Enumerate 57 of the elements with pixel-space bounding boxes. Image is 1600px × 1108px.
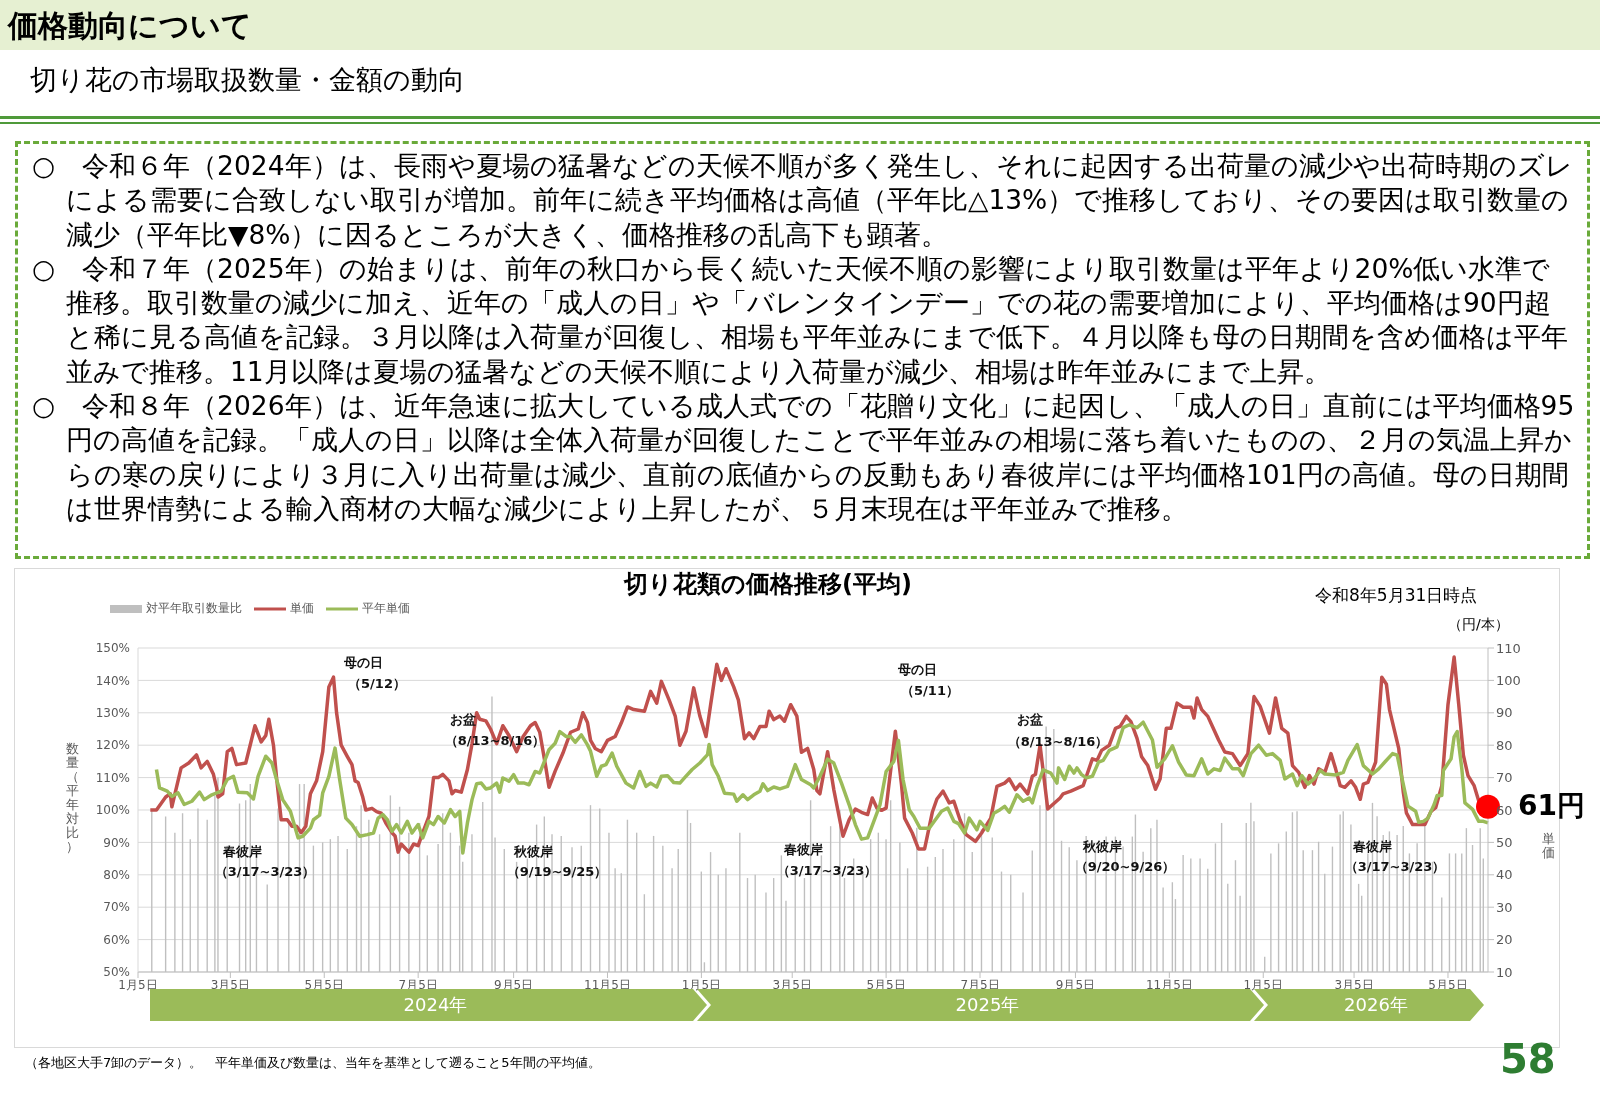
y-tick-label: 100% [95,803,130,818]
x-tick-label: 1月5日 [118,977,158,992]
y-tick-label: 110% [95,770,130,785]
text: 価格動向について [8,7,252,45]
text: 切り花の市場取扱数量・金額の動向 [30,63,465,97]
y2-tick-label: 90 [1496,705,1513,721]
y-tick-label: 70% [103,900,130,915]
y-tick-label: 120% [95,738,130,753]
annotation: （5/12） [348,675,406,693]
legend-label: 対平年取引数量比 [146,600,242,617]
text: （各地区大手7卸のデータ）。 平年単価及び数量は、当年を基準として遡ること5年間の平均値。 [25,1054,601,1072]
annotation: 春彼岸 [783,841,823,859]
y-tick-label: 60% [103,932,130,947]
y-tick-label: 130% [95,706,130,721]
y2-tick-label: 70 [1496,770,1513,786]
y-tick-label: 90% [103,835,130,850]
text: ○ 令和８年（2026年）は、近年急速に拡大している成人式での「花贈り文化」に起因し、「成人の日」直前には平均価格95円の高値を記録。「成人の日」以降は全体入荷量が回復したことで平年並みの相場に落ち着いたものの、２月の気温上昇からの寒の戻りにより３月に入り出荷量は減少、直前の底値からの反動もあり春彼岸には平均価格101円の高値。母の日期間は世界情勢による輸入商材の大幅な減少により上昇したが、５月末現在は平年並みで推移。 [32,389,1575,526]
y2-tick-label: 100 [1496,673,1521,689]
text: ○ 令和７年（2025年）の始まりは、前年の秋口から長く続いた天候不順の影響により取引数量は平年より20%低い水準で推移。取引数量の減少に加え、近年の「成人の日」や「バレンタインデー」での花の需要増加により、平均価格は90円超と稀に見る高値を記録。３月以降は入荷量が回復し、相場も平年並みにまで低下。４月以降も母の日期間を含め価格は平年並みで推移。11月以降は夏場の猛暑などの天候不順により入荷量が減少、相場は昨年並みにまで上昇。 [32,251,1569,389]
legend-label: 単価 [290,600,314,617]
annotation: 秋彼岸 [513,843,553,861]
annotation: （9/19~9/25） [506,863,608,881]
text: ○ 令和６年（2024年）は、長雨や夏場の猛暑などの天候不順が多く発生し、それに起因する出荷量の減少や出荷時期のズレによる需要に合致しない取引が増加。前年に続き平均価格は高値（平年比△13%）で推移しており、その要因は取引数量の減少（平年比▼8%）に因るところが大きく、価格推移の乱高下も顕著。 [32,149,1574,252]
y2-tick-label: 110 [1496,640,1521,656]
legend-label: 平年単価 [362,600,410,617]
text: 2026年 [1343,993,1409,1017]
text: 令和8年5月31日時点 [1315,584,1478,607]
y2-tick-label: 20 [1496,932,1513,948]
annotation: お盆 [1017,711,1043,729]
annotation: （3/17~3/23） [776,862,878,880]
annotation: （8/13~8/16） [1007,733,1109,751]
annotation: （9/20~9/26） [1074,858,1176,876]
annotation: 秋彼岸 [1082,838,1122,856]
y2-tick-label: 50 [1496,835,1513,851]
data-label: 61円 [1518,788,1585,822]
y2-tick-label: 30 [1496,899,1513,915]
y-tick-label: 140% [95,673,130,688]
y2-tick-label: 40 [1496,867,1513,883]
annotation: （3/17~3/23） [214,863,316,881]
text: 2025年 [954,993,1021,1017]
text: 58 [1500,1036,1556,1082]
chart-title: 切り花類の価格推移(平均) [624,570,912,598]
annotation: 母の日 [897,661,937,679]
y-axis-title: 数量（平年対比） [64,741,80,854]
y-tick-label: 50% [103,965,130,980]
y-tick-label: 80% [103,868,130,883]
y-tick-label: 150% [95,641,130,656]
annotation: 春彼岸 [1352,838,1392,856]
annotation: （3/17~3/23） [1344,858,1446,876]
text: （円/本） [1448,616,1509,634]
y2-tick-label: 80 [1496,737,1513,753]
annotation: （5/11） [901,682,959,700]
annotation: 春彼岸 [222,843,262,861]
y2-axis-title: 単価 [1540,831,1556,860]
text: 2024年 [402,993,469,1017]
annotation: 母の日 [343,654,383,672]
y2-tick-label: 10 [1496,964,1513,980]
